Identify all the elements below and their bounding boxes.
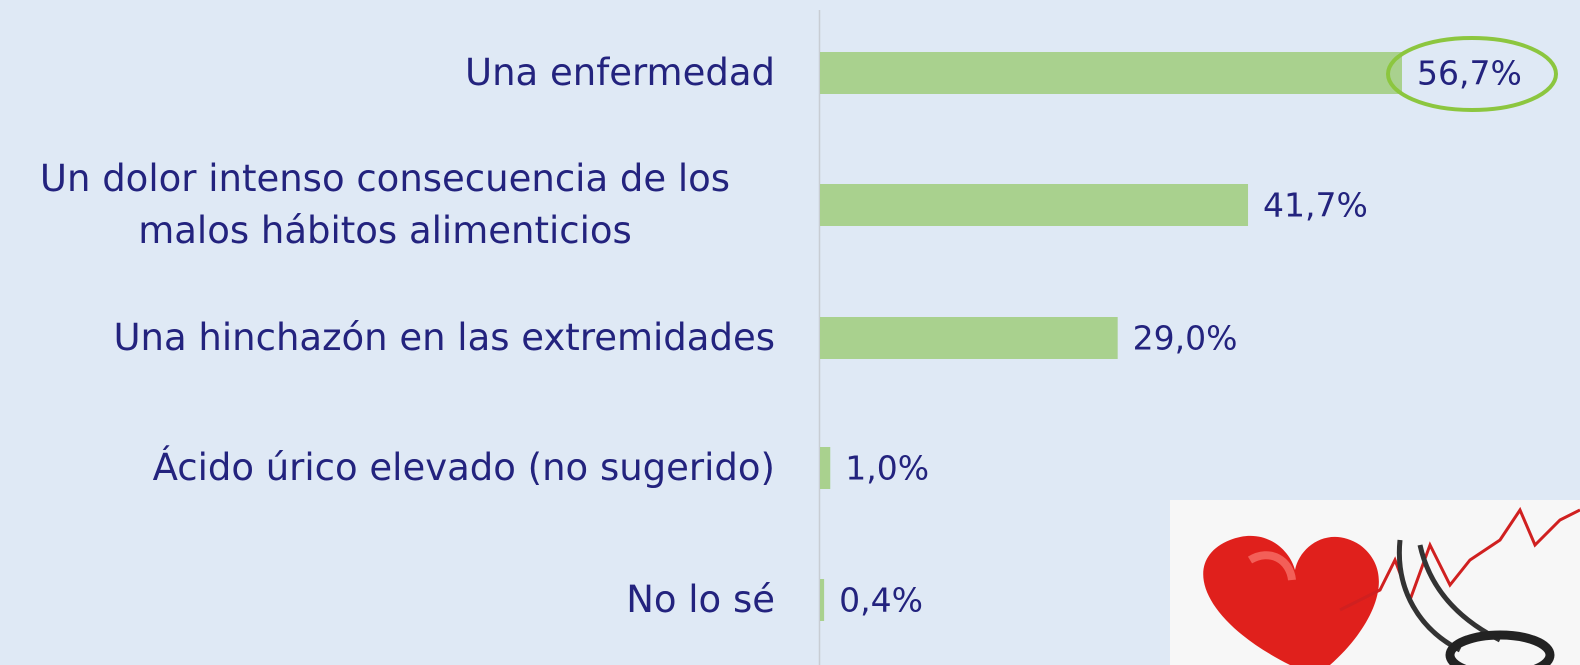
category-text: Una enfermedad <box>465 47 775 99</box>
bar <box>820 184 1248 226</box>
value-label: 1,0% <box>845 449 929 488</box>
category-text: Ácido úrico elevado (no sugerido) <box>153 442 775 494</box>
bar <box>820 52 1402 94</box>
bar <box>820 579 824 621</box>
category-label: No lo sé <box>0 574 775 626</box>
category-label: Un dolor intenso consecuencia de los mal… <box>0 153 775 257</box>
value-label: 29,0% <box>1133 319 1238 358</box>
bar <box>820 317 1118 359</box>
category-label: Una enfermedad <box>0 47 775 99</box>
value-label: 56,7% <box>1417 54 1522 93</box>
category-label: Ácido úrico elevado (no sugerido) <box>0 442 775 494</box>
category-text: Un dolor intenso consecuencia de los mal… <box>0 153 775 257</box>
heart-image <box>1170 500 1580 665</box>
category-text: Una hinchazón en las extremidades <box>113 312 775 364</box>
bar <box>820 447 830 489</box>
value-label: 41,7% <box>1263 186 1368 225</box>
category-label: Una hinchazón en las extremidades <box>0 312 775 364</box>
chart: Una enfermedad 56,7% Un dolor intenso cons… <box>0 0 1580 665</box>
value-label: 0,4% <box>839 581 923 620</box>
category-text: No lo sé <box>626 574 775 626</box>
